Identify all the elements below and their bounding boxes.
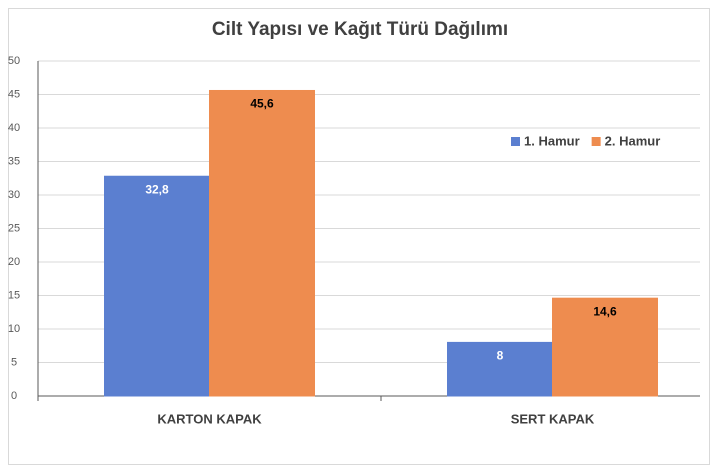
chart-title: Cilt Yapısı ve Kağıt Türü Dağılımı xyxy=(212,19,508,40)
legend-label: 2. Hamur xyxy=(605,133,661,148)
y-tick-label: 15 xyxy=(8,289,20,301)
y-tick-label: 5 xyxy=(11,356,17,368)
legend-swatch xyxy=(511,137,520,146)
x-tick-label: SERT KAPAK xyxy=(511,411,595,426)
y-tick-label: 50 xyxy=(8,55,20,67)
bar xyxy=(552,297,658,397)
data-label: 45,6 xyxy=(250,97,274,111)
data-label: 8 xyxy=(497,349,504,363)
y-tick-label: 40 xyxy=(8,122,20,134)
legend-swatch xyxy=(591,137,601,146)
legend-label: 1. Hamur xyxy=(524,133,580,148)
bar xyxy=(209,89,315,397)
data-label: 32,8 xyxy=(145,182,169,196)
y-tick-label: 35 xyxy=(8,155,20,167)
x-tick-label: KARTON KAPAK xyxy=(157,411,262,426)
y-tick-label: 0 xyxy=(11,390,17,402)
data-label: 14,6 xyxy=(593,304,617,318)
y-tick-label: 30 xyxy=(8,189,20,201)
y-tick-label: 25 xyxy=(8,222,20,234)
bar xyxy=(104,175,210,397)
y-tick-label: 45 xyxy=(8,88,20,100)
y-tick-label: 20 xyxy=(8,256,20,268)
y-tick-label: 10 xyxy=(8,323,20,335)
